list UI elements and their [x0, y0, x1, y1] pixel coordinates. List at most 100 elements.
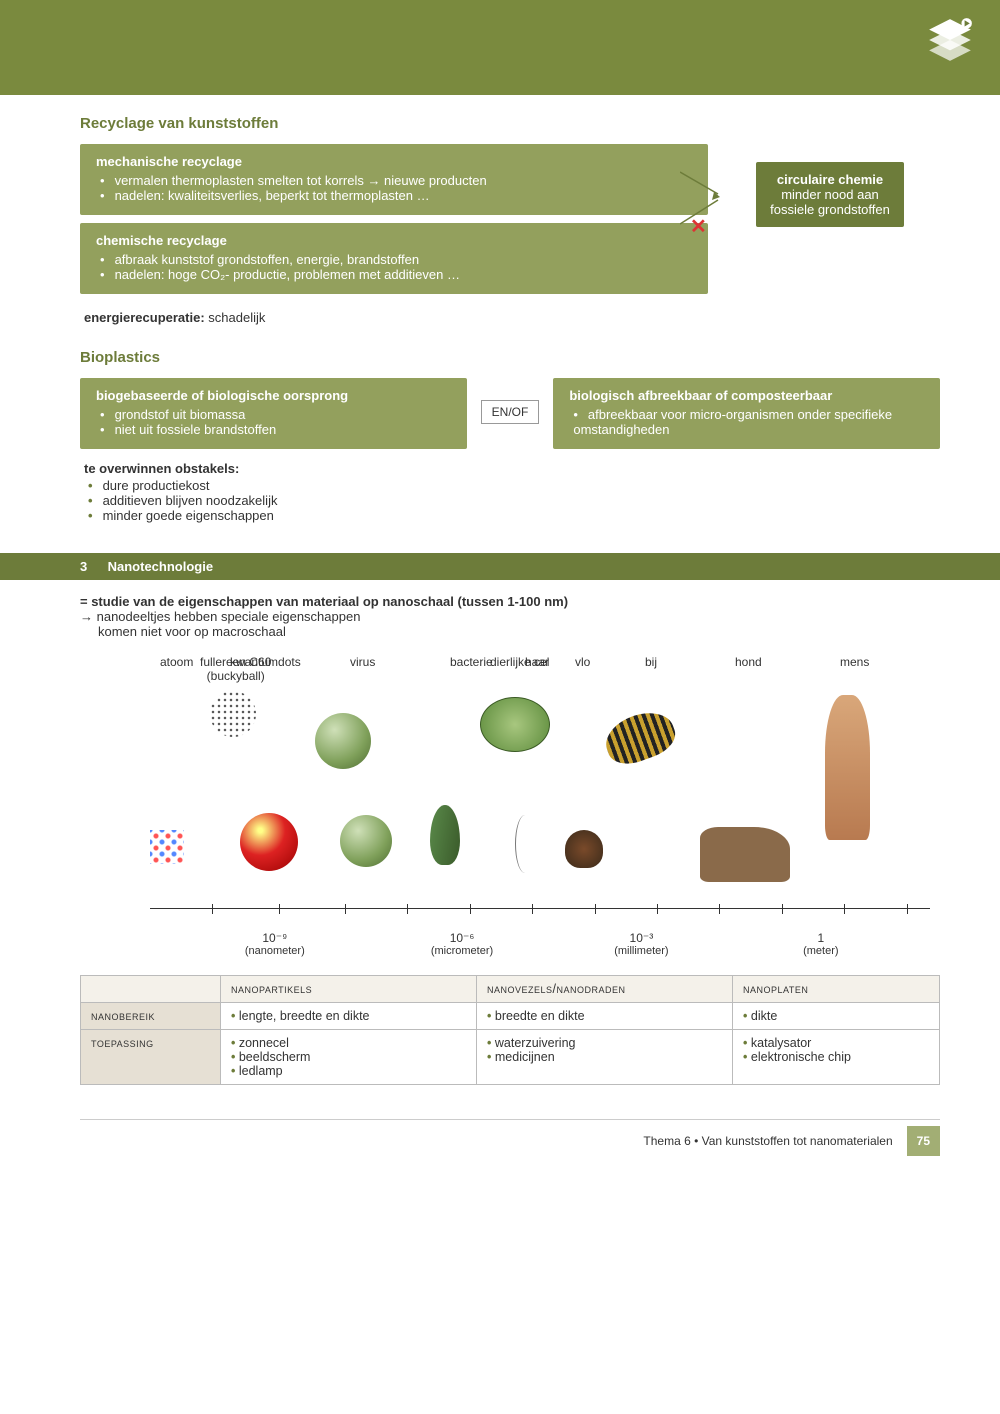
scale-label-haar: haar [525, 655, 549, 669]
scale-label-mens: mens [840, 655, 869, 669]
nano-def-line: → nanodeeltjes hebben speciale eigenscha… [80, 609, 360, 624]
section-title-bioplastics: Bioplastics [80, 349, 940, 366]
enof-label: EN/OF [481, 400, 540, 424]
list-item: vermalen thermoplasten smelten tot korre… [100, 173, 692, 188]
box-list: vermalen thermoplasten smelten tot korre… [96, 173, 692, 203]
table-cell: lengte, breedte en dikte [221, 1003, 477, 1030]
circ-line: minder nood aan [781, 187, 879, 202]
img-fullereen [210, 691, 256, 737]
img-bacterie [430, 805, 460, 865]
list-item: afbraak kunststof grondstoffen, energie,… [100, 252, 692, 267]
table-header: nanoplaten [733, 976, 940, 1003]
box-circulaire: circulaire chemie minder nood aan fossie… [756, 162, 904, 227]
box-afbreekbaar: biologisch afbreekbaar of composteerbaar… [553, 378, 940, 449]
table-header [81, 976, 221, 1003]
cross-icon: ✕ [690, 214, 707, 239]
list-item: niet uit fossiele brandstoffen [100, 422, 451, 437]
scale-label-kwantum: kwantumdots [230, 655, 301, 669]
page-footer: Thema 6 • Van kunststoffen tot nanomater… [80, 1119, 940, 1156]
nano-def-bold: = studie van de eigenschappen van materi… [80, 594, 568, 609]
scale-label-atoom: atoom [160, 655, 193, 669]
obstakels: te overwinnen obstakels: dure productiek… [80, 461, 940, 523]
scale-label-hond: hond [735, 655, 762, 669]
img-virus [315, 713, 371, 769]
page-number: 75 [907, 1126, 940, 1156]
list-item: nadelen: kwaliteitsverlies, beperkt tot … [100, 188, 692, 203]
box-list: grondstof uit biomassaniet uit fossiele … [96, 407, 451, 437]
box-biogebaseerde: biogebaseerde of biologische oorsprong g… [80, 378, 467, 449]
header-band [0, 0, 1000, 95]
page-content: Recyclage van kunststoffen mechanische r… [0, 95, 1000, 1176]
box-list: afbraak kunststof grondstoffen, energie,… [96, 252, 692, 282]
table-row: toepassingzonnecelbeeldschermledlampwate… [81, 1030, 940, 1085]
box-list: afbreekbaar voor micro-organismen onder … [569, 407, 924, 437]
list-item: breedte en dikte [487, 1009, 722, 1023]
scale-label-vlo: vlo [575, 655, 590, 669]
table-cell: zonnecelbeeldschermledlamp [221, 1030, 477, 1085]
scale-label-bacterie: bacterie [450, 655, 493, 669]
nano-table: nanopartikelsnanovezels/nanodradennanopl… [80, 975, 940, 1085]
table-cell: katalysatorelektronische chip [733, 1030, 940, 1085]
list-item: beeldscherm [231, 1050, 466, 1064]
scale-label-bij: bij [645, 655, 657, 669]
section-number: 3 [80, 559, 104, 574]
table-cell: breedte en dikte [477, 1003, 733, 1030]
list-item: afbreekbaar voor micro-organismen onder … [573, 407, 924, 437]
list-item: elektronische chip [743, 1050, 929, 1064]
table-row: nanobereik lengte, breedte en dikte breedt… [81, 1003, 940, 1030]
scale-label-virus: virus [350, 655, 375, 669]
axis-label: 1(meter) [803, 931, 838, 957]
img-atom [150, 830, 184, 864]
list-item: dure productiekost [88, 478, 940, 493]
energy-value: schadelijk [208, 310, 265, 325]
scale-axis [150, 908, 930, 909]
list-item: waterzuivering [487, 1036, 722, 1050]
img-human [825, 695, 870, 840]
section-title: Nanotechnologie [108, 559, 213, 574]
row-header: toepassing [81, 1030, 221, 1085]
list-item: medicijnen [487, 1050, 722, 1064]
list-item: katalysator [743, 1036, 929, 1050]
box-mechanische: mechanische recyclage vermalen thermopla… [80, 144, 708, 215]
row-header: nanobereik [81, 1003, 221, 1030]
table-header: nanopartikels [221, 976, 477, 1003]
img-cell [480, 697, 550, 752]
list-item: lengte, breedte en dikte [231, 1009, 466, 1023]
footer-text: Thema 6 • Van kunststoffen tot nanomater… [643, 1134, 892, 1148]
list-item: minder goede eigenschappen [88, 508, 940, 523]
img-flea [565, 830, 603, 868]
img-kwantumdot [240, 813, 298, 871]
obst-list: dure productiekostadditieven blijven noo… [84, 478, 940, 523]
img-bee [599, 704, 680, 770]
axis-label: 10⁻⁹(nanometer) [245, 931, 305, 957]
table-header: nanovezels/nanodraden [477, 976, 733, 1003]
circ-title: circulaire chemie [777, 172, 883, 187]
circ-line: fossiele grondstoffen [770, 202, 890, 217]
nano-def-line: komen niet voor op macroschaal [98, 624, 286, 639]
box-title: biogebaseerde of biologische oorsprong [96, 388, 451, 403]
list-item: ledlamp [231, 1064, 466, 1078]
box-title: chemische recyclage [96, 233, 692, 248]
nano-definition: = studie van de eigenschappen van materi… [80, 594, 940, 639]
box-chemische: chemische recyclage afbraak kunststof gr… [80, 223, 708, 294]
circulaire-column: ✕ circulaire chemie minder nood aan foss… [720, 144, 940, 227]
section-title-recyclage: Recyclage van kunststoffen [80, 115, 940, 132]
layers-icon [925, 15, 975, 65]
img-sphere [340, 815, 392, 867]
list-item: grondstof uit biomassa [100, 407, 451, 422]
list-item: nadelen: hoge CO₂- productie, problemen … [100, 267, 692, 282]
energy-label: energierecuperatie: [84, 310, 205, 325]
table-cell: dikte [733, 1003, 940, 1030]
box-title: biologisch afbreekbaar of composteerbaar [569, 388, 924, 403]
img-dog [700, 827, 790, 882]
obst-title: te overwinnen obstakels: [84, 461, 239, 476]
axis-label: 10⁻³(millimeter) [614, 931, 668, 957]
axis-label: 10⁻⁶(micrometer) [431, 931, 493, 957]
table-cell: waterzuiveringmedicijnen [477, 1030, 733, 1085]
list-item: additieven blijven noodzakelijk [88, 493, 940, 508]
scale-diagram: fullereen C60(buckyball) virus dierlijke… [80, 655, 940, 965]
img-hair [515, 815, 535, 873]
box-title: mechanische recyclage [96, 154, 692, 169]
list-item: zonnecel [231, 1036, 466, 1050]
list-item: dikte [743, 1009, 929, 1023]
